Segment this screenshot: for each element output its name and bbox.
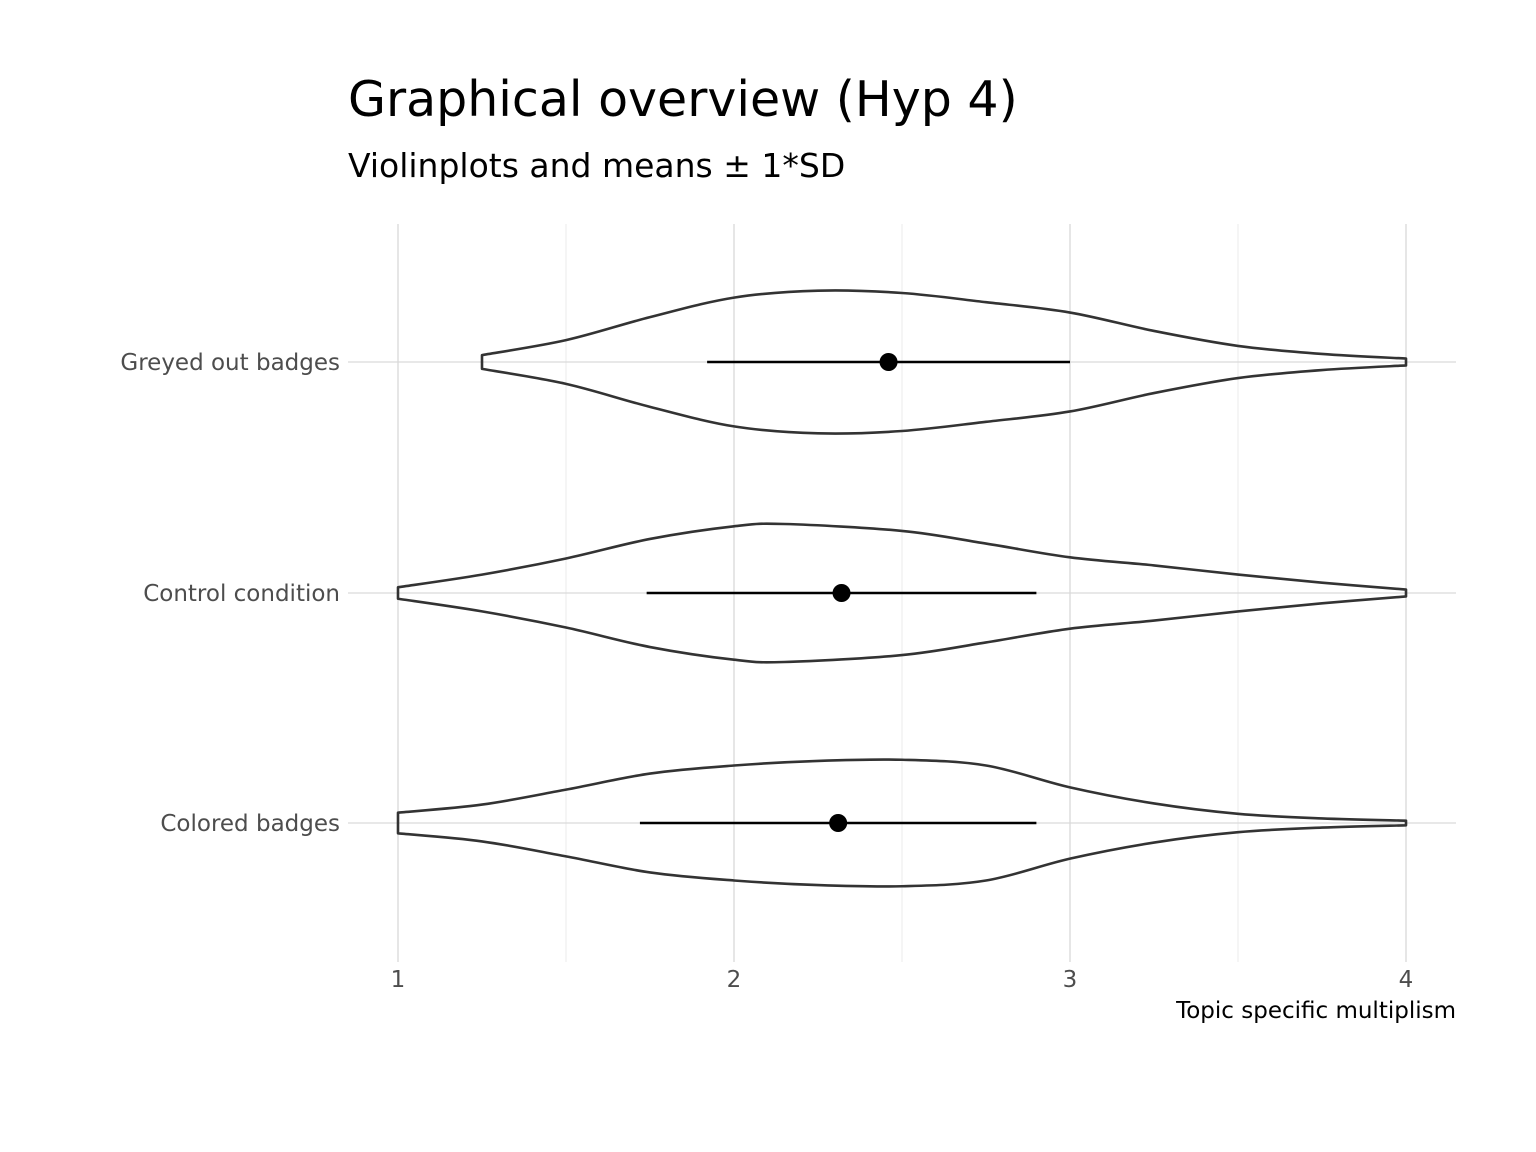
violin-colored-badges bbox=[396, 758, 1408, 888]
chart-title: Graphical overview (Hyp 4) bbox=[348, 71, 1018, 128]
x-tick-label: 1 bbox=[391, 967, 406, 993]
y-tick-label: Colored badges bbox=[160, 811, 340, 837]
violin-greyed-out-badges bbox=[480, 289, 1408, 435]
violins bbox=[396, 289, 1408, 888]
x-axis-title: Topic specific multiplism bbox=[1175, 998, 1456, 1024]
y-tick-label: Greyed out badges bbox=[120, 350, 340, 376]
mean-point bbox=[829, 814, 848, 832]
x-axis-tick-labels: 1 2 3 4 bbox=[391, 967, 1414, 993]
mean-point bbox=[879, 353, 898, 371]
y-tick-label: Control condition bbox=[143, 581, 340, 607]
violin-control-condition bbox=[396, 522, 1408, 664]
chart-subtitle: Violinplots and means ± 1*SD bbox=[348, 146, 845, 185]
mean-sd-markers bbox=[639, 353, 1070, 832]
mean-point bbox=[832, 584, 851, 602]
y-axis-labels: Greyed out badges Control condition Colore… bbox=[120, 350, 340, 837]
x-tick-label: 2 bbox=[727, 967, 742, 993]
x-tick-label: 4 bbox=[1399, 967, 1414, 993]
x-tick-label: 3 bbox=[1063, 967, 1078, 993]
